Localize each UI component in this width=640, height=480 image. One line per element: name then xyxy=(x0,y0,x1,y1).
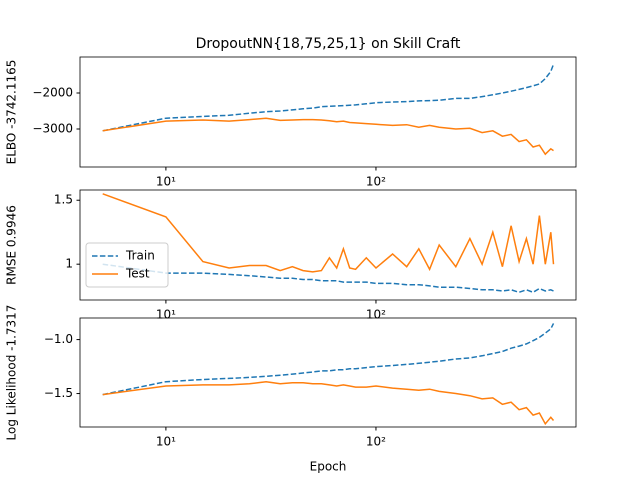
y-tick-label: −1.5 xyxy=(44,386,73,400)
y-tick-label: 1.5 xyxy=(54,193,73,207)
axes-frame xyxy=(79,317,577,428)
y-axis-label: RMSE 0.9946 xyxy=(5,205,19,285)
line-series xyxy=(102,117,554,156)
chart-title: DropoutNN{18,75,25,1} on Skill Craft xyxy=(196,36,461,52)
x-tick-label: 10¹ xyxy=(156,175,176,189)
legend: Train Test xyxy=(85,242,169,288)
legend-label: Test xyxy=(125,267,150,281)
line-series xyxy=(102,380,555,426)
legend-label: Train xyxy=(125,249,155,263)
y-axis-label: Log Likelihood -1.7317 xyxy=(5,305,19,441)
x-axis-label: Epoch xyxy=(310,460,347,474)
axes-frame xyxy=(79,56,577,168)
line-series xyxy=(102,193,555,273)
line-series xyxy=(102,63,555,132)
y-axis-label: ELBO -3742.1165 xyxy=(5,60,19,165)
legend-frame xyxy=(85,242,169,288)
x-tick-label: 10² xyxy=(366,435,386,449)
axes-frame xyxy=(79,189,577,301)
y-tick-label: 1 xyxy=(65,257,73,271)
y-tick-label: −1.0 xyxy=(44,332,73,346)
x-tick-label: 10¹ xyxy=(156,435,176,449)
line-series xyxy=(102,323,555,396)
y-tick-label: −3000 xyxy=(32,121,73,135)
x-tick-label: 10¹ xyxy=(156,308,176,322)
x-tick-label: 10² xyxy=(366,308,386,322)
y-tick-label: −2000 xyxy=(32,85,73,99)
x-tick-label: 10² xyxy=(366,175,386,189)
line-series xyxy=(102,263,554,294)
